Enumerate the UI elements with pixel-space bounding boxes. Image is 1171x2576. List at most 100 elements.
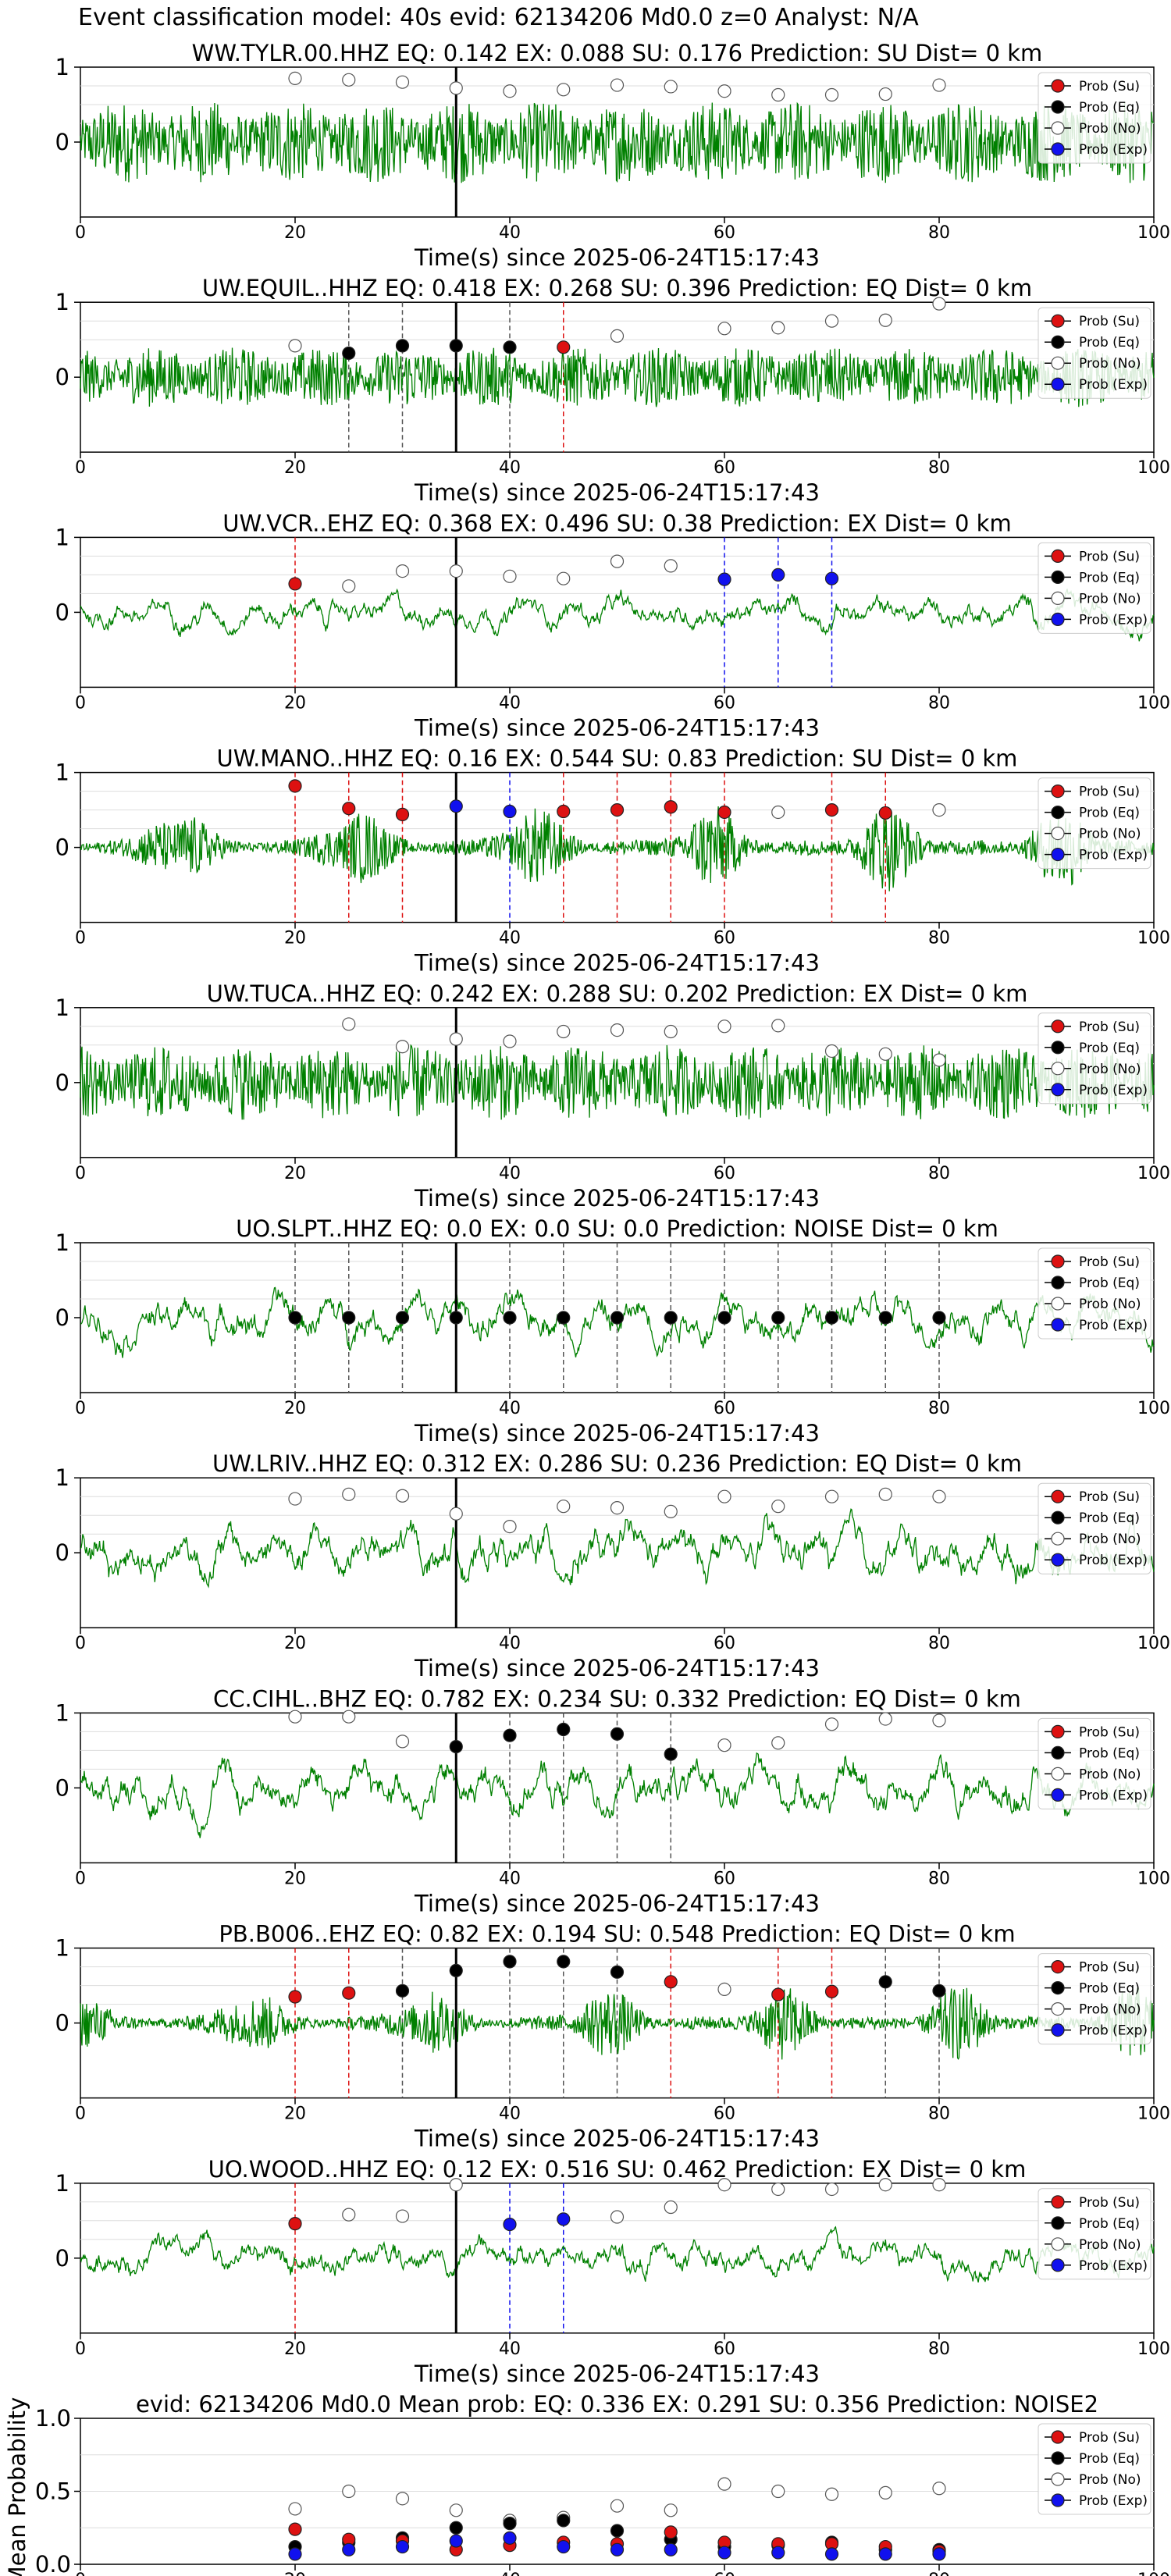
probability-point-eq: [610, 1965, 625, 1979]
legend-marker-eq: [1051, 100, 1065, 114]
mean-point-exp: [342, 2542, 356, 2556]
legend-label: Prob (Su): [1079, 79, 1140, 94]
probability-point-no: [717, 1738, 731, 1752]
probability-point-no: [824, 314, 839, 328]
probability-point-eq: [449, 1963, 463, 1977]
x-tick-label: 40: [499, 458, 521, 478]
x-tick-label: 100: [1137, 223, 1170, 243]
x-tick-label: 0: [75, 2571, 86, 2576]
probability-point-no: [557, 1500, 571, 1514]
probability-point-no: [824, 1044, 839, 1059]
mean-point-no: [932, 2482, 946, 2496]
probability-point-eq: [664, 1747, 678, 1761]
mean-point-no: [395, 2492, 410, 2506]
x-tick-label: 40: [499, 693, 521, 713]
probability-point-no: [395, 1040, 410, 1054]
probability-point-su: [342, 802, 356, 816]
probability-point-eq: [395, 1984, 410, 1998]
x-tick-label: 0: [75, 1164, 86, 1183]
legend: Prob (Su) Prob (Eq) Prob (No) Prob (Exp): [1038, 542, 1151, 634]
probability-point-no: [717, 1019, 731, 1034]
legend-marker-exp: [1051, 1318, 1065, 1332]
legend-label: Prob (Exp): [1079, 1788, 1148, 1803]
x-tick-label: 60: [714, 1399, 735, 1418]
probability-point-no: [664, 1024, 678, 1039]
x-tick-label: 40: [499, 1634, 521, 1653]
legend-label: Prob (Exp): [1079, 2493, 1148, 2509]
probability-point-no: [664, 2200, 678, 2215]
probability-point-no: [557, 1024, 571, 1039]
x-tick-label: 40: [499, 929, 521, 948]
mean-point-no: [771, 2484, 785, 2499]
x-tick-label: 60: [714, 929, 735, 948]
x-tick-label: 40: [499, 2571, 521, 2576]
probability-point-eq: [288, 1311, 302, 1325]
probability-point-no: [824, 87, 839, 102]
mean-point-su: [664, 2525, 678, 2539]
x-axis-label: Time(s) since 2025-06-24T15:17:43: [414, 1890, 820, 1916]
legend-box: [1038, 777, 1151, 870]
x-tick-label: 80: [928, 2571, 950, 2576]
probability-point-no: [771, 1736, 785, 1750]
probability-point-no: [449, 81, 463, 95]
plot-frame: [80, 66, 1155, 218]
legend-label: Prob (Eq): [1079, 335, 1140, 350]
legend-marker-exp: [1051, 612, 1065, 627]
y-tick-label: 0: [55, 1774, 69, 1801]
x-tick-label: 80: [928, 458, 950, 478]
probability-point-no: [824, 1717, 839, 1731]
probability-point-no: [395, 564, 410, 578]
legend-label: Prob (No): [1079, 121, 1141, 137]
chart-panel-3: UW.VCR..EHZ EQ: 0.368 EX: 0.496 SU: 0.38…: [55, 510, 1170, 741]
panel-title: UW.MANO..HHZ EQ: 0.16 EX: 0.544 SU: 0.83…: [217, 745, 1018, 772]
x-tick-label: 0: [75, 1399, 86, 1418]
waveform-trace: [80, 1508, 1155, 1589]
y-tick-label: 0: [55, 1304, 69, 1331]
legend: Prob (Su) Prob (Eq) Prob (No) Prob (Exp): [1038, 2188, 1151, 2280]
y-tick-label: 0.5: [35, 2478, 71, 2505]
probability-point-eq: [503, 1955, 517, 1969]
legend-label: Prob (No): [1079, 2237, 1141, 2253]
x-tick-label: 20: [284, 2105, 306, 2124]
legend-label: Prob (Exp): [1079, 142, 1148, 158]
x-tick-label: 20: [284, 1164, 306, 1183]
x-tick-label: 60: [714, 223, 735, 243]
probability-point-su: [342, 1986, 356, 2000]
probability-point-no: [342, 579, 356, 593]
legend-label: Prob (Exp): [1079, 1553, 1148, 1568]
legend-box: [1038, 1953, 1151, 2045]
probability-point-eq: [557, 1311, 571, 1325]
mean-point-exp: [395, 2539, 410, 2554]
probability-point-no: [288, 1492, 302, 1506]
mean-point-exp: [610, 2542, 625, 2556]
probability-point-exp: [503, 804, 517, 819]
legend: Prob (Su) Prob (Eq) Prob (No) Prob (Exp): [1038, 1482, 1151, 1574]
x-tick-label: 60: [714, 2571, 735, 2576]
probability-point-no: [610, 1023, 625, 1037]
x-axis-label: Time(s) since 2025-06-24T15:17:43: [414, 950, 820, 977]
y-tick-label: 0: [55, 1069, 69, 1096]
legend-marker-exp: [1051, 847, 1065, 862]
probability-point-su: [288, 577, 302, 591]
probability-point-no: [288, 71, 302, 86]
legend-label: Prob (Eq): [1079, 1981, 1140, 1997]
x-tick-label: 20: [284, 223, 306, 243]
x-tick-label: 60: [714, 1869, 735, 1888]
x-tick-label: 20: [284, 929, 306, 948]
legend-marker-su: [1051, 2430, 1065, 2444]
legend-label: Prob (Exp): [1079, 2258, 1148, 2274]
y-tick-label: 1: [55, 524, 69, 550]
probability-point-eq: [878, 1311, 892, 1325]
legend: Prob (Su) Prob (Eq) Prob (No) Prob (Exp): [1038, 777, 1151, 870]
probability-point-no: [503, 84, 517, 98]
probability-point-no: [610, 329, 625, 343]
legend-marker-su: [1051, 1254, 1065, 1268]
probability-point-eq: [503, 340, 517, 354]
legend-marker-exp: [1051, 377, 1065, 391]
probability-point-no: [557, 83, 571, 97]
y-tick-label: 0: [55, 2010, 69, 2037]
probability-point-eq: [932, 1311, 946, 1325]
legend-label: Prob (No): [1079, 1297, 1141, 1312]
probability-point-no: [878, 87, 892, 101]
probability-point-no: [878, 1712, 892, 1726]
